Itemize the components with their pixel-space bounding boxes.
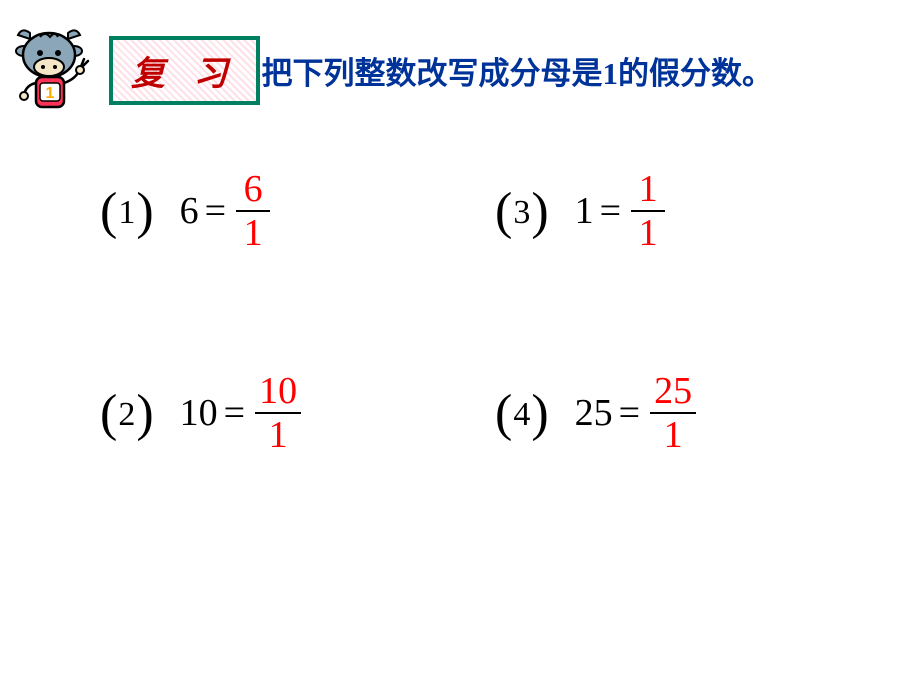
denominator: 1 [265,414,292,454]
equation: 1 = 1 1 [575,170,665,252]
review-badge-label: 复 习 [131,56,238,93]
problem-1: ( 1 ) 6 = 6 1 [100,170,475,252]
equals-sign: = [224,391,245,435]
close-paren: ) [531,182,548,241]
equation: 25 = 25 1 [575,372,696,454]
equation: 10 = 10 1 [180,372,301,454]
mascot-shirt-number: 1 [46,85,55,102]
problem-2: ( 2 ) 10 = 10 1 [100,372,475,454]
lhs-integer: 6 [180,189,199,233]
fraction-answer: 1 1 [631,170,665,252]
equals-sign: = [600,189,621,233]
equation: 6 = 6 1 [180,170,270,252]
open-paren: ( [100,384,117,443]
denominator: 1 [660,414,687,454]
problem-index: 3 [513,194,530,232]
problem-index: 1 [118,194,135,232]
numerator: 10 [255,372,301,412]
problem-index: 2 [118,396,135,434]
fraction-answer: 10 1 [255,372,301,454]
close-paren: ) [531,384,548,443]
lhs-integer: 10 [180,391,218,435]
numerator: 6 [240,170,267,210]
cow-mascot-icon: 1 [10,25,105,115]
lhs-integer: 25 [575,391,613,435]
instruction-text: 把下列整数改写成分母是1的假分数。 [262,48,774,93]
problems-grid: ( 1 ) 6 = 6 1 ( 3 ) 1 = 1 1 ( 2 [100,170,870,454]
close-paren: ) [136,182,153,241]
fraction-answer: 6 1 [236,170,270,252]
numerator: 25 [650,372,696,412]
denominator: 1 [240,212,267,252]
review-badge: 复 习 [109,36,260,105]
header-row: 1 复 习 把下列整数改写成分母是1的假分数。 [10,25,773,115]
equals-sign: = [619,391,640,435]
lhs-integer: 1 [575,189,594,233]
fraction-answer: 25 1 [650,372,696,454]
open-paren: ( [495,384,512,443]
problem-index: 4 [513,396,530,434]
close-paren: ) [136,384,153,443]
numerator: 1 [635,170,662,210]
equals-sign: = [205,189,226,233]
problem-4: ( 4 ) 25 = 25 1 [495,372,870,454]
open-paren: ( [495,182,512,241]
problem-3: ( 3 ) 1 = 1 1 [495,170,870,252]
open-paren: ( [100,182,117,241]
denominator: 1 [635,212,662,252]
